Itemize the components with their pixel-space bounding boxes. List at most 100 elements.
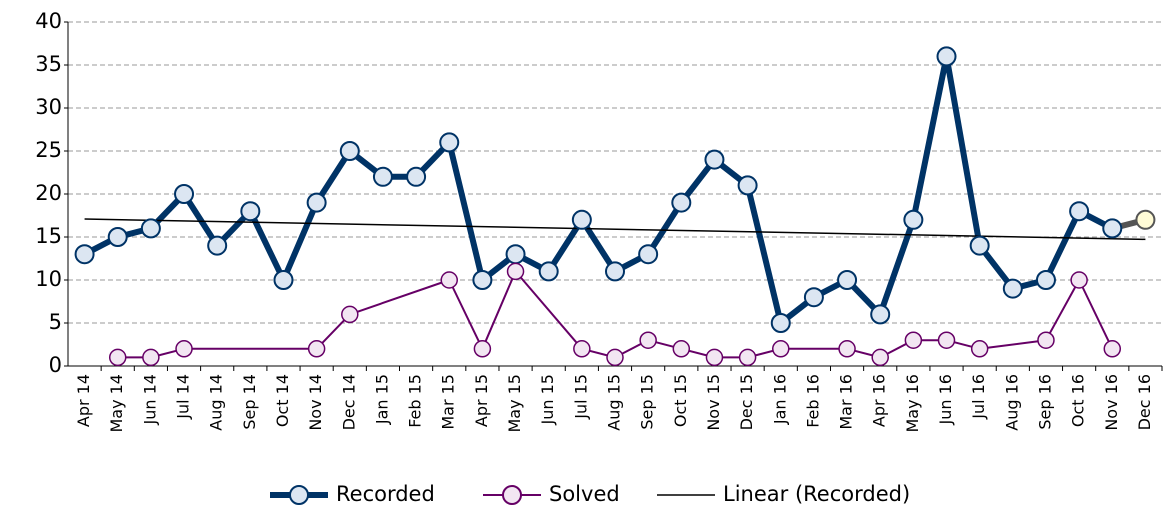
x-tick-label: Dec 14: [339, 374, 358, 430]
y-tick-label: 25: [35, 138, 62, 162]
marker: [506, 262, 525, 281]
marker: [1002, 278, 1023, 299]
x-tick-label: Dec 16: [1135, 374, 1154, 430]
marker: [538, 261, 559, 282]
x-tick-label: Mar 15: [439, 374, 458, 430]
y-tick-label: 20: [35, 181, 62, 205]
marker: [473, 340, 492, 358]
marker: [1035, 270, 1056, 290]
legend-label: Linear (Recorded): [723, 482, 910, 506]
marker: [273, 270, 294, 290]
marker: [108, 348, 127, 367]
x-tick-label: Jun 14: [140, 374, 159, 425]
y-tick-label: 35: [35, 52, 62, 76]
marker: [1135, 209, 1156, 230]
x-tick-label: Jan 16: [770, 374, 789, 425]
x-tick-label: May 16: [903, 374, 922, 433]
x-tick-label: Jul 15: [571, 374, 590, 420]
legend-label: Solved: [549, 482, 620, 506]
marker: [705, 348, 724, 367]
marker: [638, 244, 659, 265]
series-line: [117, 270, 1114, 359]
marker: [240, 201, 261, 222]
marker: [1102, 218, 1123, 239]
marker: [803, 287, 824, 308]
marker: [838, 340, 856, 358]
marker: [870, 304, 891, 325]
marker: [107, 227, 128, 247]
marker: [140, 218, 161, 239]
marker: [606, 348, 624, 367]
marker: [772, 340, 790, 358]
x-tick-label: Nov 16: [1102, 374, 1121, 431]
x-tick-label: Jun 16: [936, 374, 955, 425]
marker: [639, 331, 657, 349]
x-tick-label: Aug 16: [1002, 374, 1021, 431]
legend-marker: [289, 485, 309, 505]
x-tick-label: Sep 15: [638, 374, 657, 430]
marker: [307, 340, 326, 358]
y-tick-label: 40: [35, 9, 62, 33]
marker: [936, 46, 957, 67]
x-tick-label: Jul 14: [174, 374, 193, 420]
legend-label: Recorded: [336, 482, 435, 506]
marker: [770, 313, 791, 333]
marker: [207, 235, 228, 256]
x-tick-label: Nov 15: [704, 374, 723, 431]
marker: [1103, 340, 1122, 358]
x-tick-label: Apr 16: [870, 374, 889, 427]
marker: [440, 271, 458, 289]
y-tick-label: 15: [35, 224, 62, 248]
marker: [969, 235, 990, 256]
y-tick-label: 0: [49, 353, 62, 377]
x-tick-label: Mar 16: [837, 374, 856, 430]
x-tick-label: Aug 15: [605, 374, 624, 431]
series-line: [83, 53, 1114, 326]
marker: [671, 192, 692, 213]
x-tick-label: Nov 14: [306, 374, 325, 431]
x-tick-label: Aug 14: [207, 374, 226, 431]
marker: [306, 192, 327, 213]
marker: [937, 331, 956, 349]
marker: [970, 340, 989, 358]
marker: [903, 209, 924, 230]
marker: [1069, 201, 1090, 222]
x-tick-label: Jun 15: [538, 374, 557, 425]
marker: [871, 348, 889, 367]
x-tick-label: Feb 15: [406, 374, 425, 428]
marker: [175, 340, 193, 358]
marker: [738, 348, 757, 367]
marker: [174, 184, 195, 204]
x-tick-label: Feb 16: [803, 374, 822, 428]
x-tick-label: Apr 15: [472, 374, 491, 427]
marker: [1070, 271, 1088, 289]
marker: [505, 244, 526, 265]
marker: [74, 244, 95, 265]
marker: [571, 209, 592, 230]
x-tick-label: May 15: [505, 374, 524, 433]
marker: [372, 166, 393, 187]
x-tick-label: May 14: [107, 374, 126, 433]
y-tick-label: 30: [35, 95, 62, 119]
marker: [341, 305, 359, 324]
marker: [339, 141, 360, 161]
x-tick-label: Jul 16: [969, 374, 988, 420]
marker: [605, 261, 625, 282]
legend-marker: [502, 485, 522, 505]
marker: [406, 166, 427, 187]
x-tick-label: Dec 15: [737, 374, 756, 430]
x-tick-label: Oct 16: [1069, 374, 1088, 427]
x-tick-label: Sep 16: [1035, 374, 1054, 430]
marker: [573, 340, 591, 358]
marker: [1037, 331, 1055, 349]
marker: [672, 340, 691, 358]
x-tick-label: Oct 14: [273, 374, 292, 427]
y-tick-label: 5: [49, 310, 62, 334]
marker: [439, 132, 460, 153]
marker: [142, 348, 160, 367]
trend-line: [84, 218, 1146, 241]
marker: [737, 175, 758, 196]
marker: [472, 270, 493, 290]
x-tick-label: Apr 14: [74, 374, 93, 427]
